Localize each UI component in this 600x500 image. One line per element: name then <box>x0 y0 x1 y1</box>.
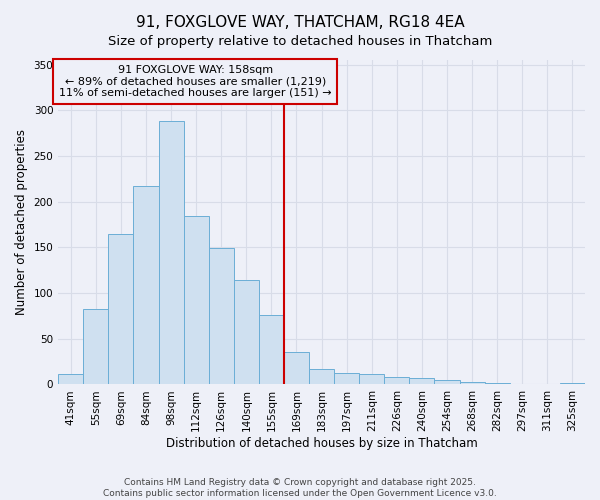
Y-axis label: Number of detached properties: Number of detached properties <box>15 129 28 315</box>
Bar <box>133 186 158 384</box>
Text: 91, FOXGLOVE WAY, THATCHAM, RG18 4EA: 91, FOXGLOVE WAY, THATCHAM, RG18 4EA <box>136 15 464 30</box>
Bar <box>334 374 359 384</box>
Bar <box>409 378 434 384</box>
Bar <box>385 377 409 384</box>
Bar <box>158 121 184 384</box>
Text: Contains HM Land Registry data © Crown copyright and database right 2025.
Contai: Contains HM Land Registry data © Crown c… <box>103 478 497 498</box>
Bar <box>209 248 234 384</box>
Bar <box>309 369 334 384</box>
Text: Size of property relative to detached houses in Thatcham: Size of property relative to detached ho… <box>108 35 492 48</box>
Bar <box>485 382 510 384</box>
Bar <box>460 382 485 384</box>
Bar <box>83 308 109 384</box>
Bar <box>560 382 585 384</box>
Bar <box>284 352 309 384</box>
Bar <box>234 280 259 384</box>
Bar <box>359 374 385 384</box>
X-axis label: Distribution of detached houses by size in Thatcham: Distribution of detached houses by size … <box>166 437 478 450</box>
Bar <box>434 380 460 384</box>
Bar <box>184 216 209 384</box>
Bar <box>259 315 284 384</box>
Text: 91 FOXGLOVE WAY: 158sqm
← 89% of detached houses are smaller (1,219)
11% of semi: 91 FOXGLOVE WAY: 158sqm ← 89% of detache… <box>59 65 331 98</box>
Bar <box>109 234 133 384</box>
Bar <box>58 374 83 384</box>
